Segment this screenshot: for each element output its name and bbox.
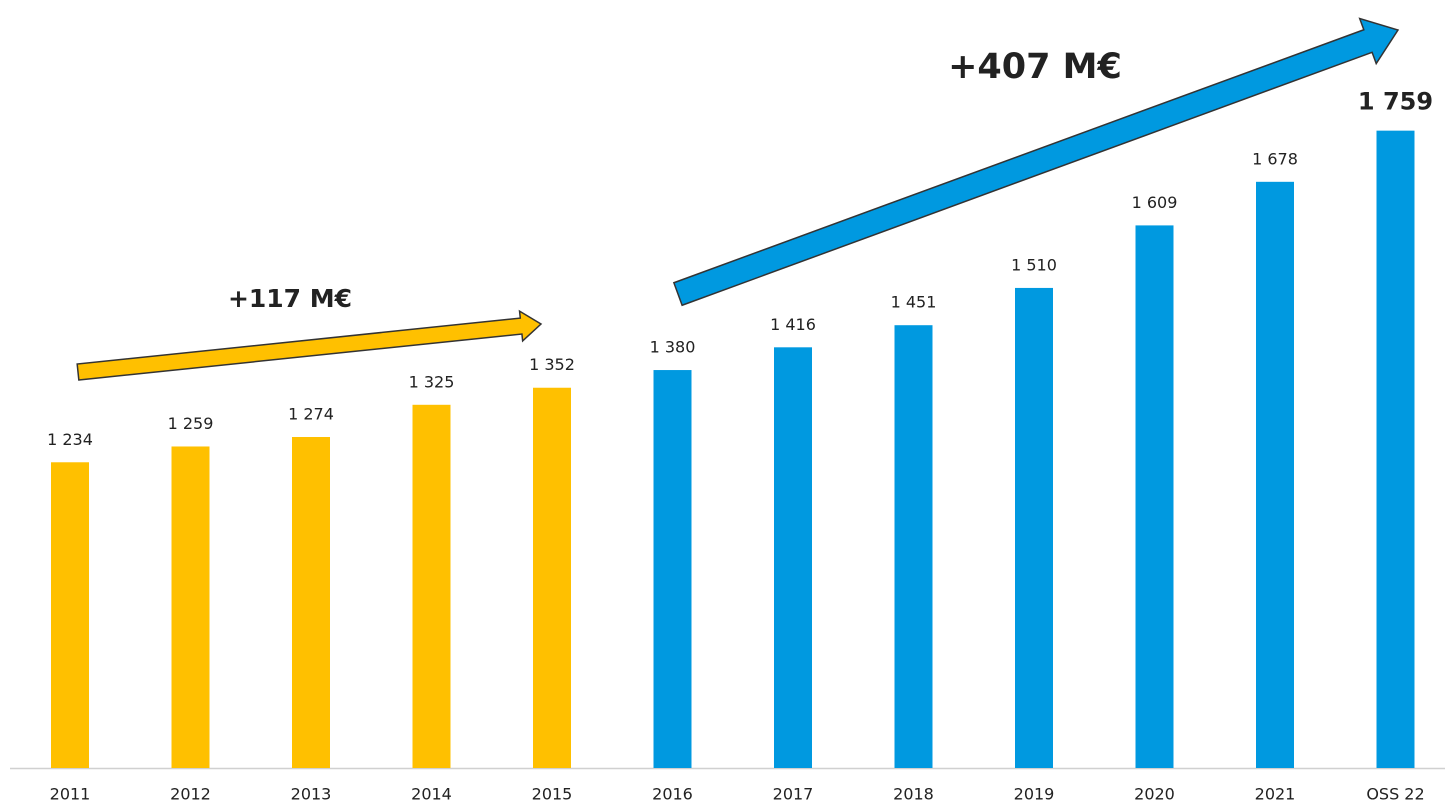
- bar: [1135, 225, 1174, 769]
- value-label: 1 234: [47, 430, 93, 449]
- value-label: 1 678: [1252, 149, 1298, 168]
- bar: [774, 347, 812, 768]
- bar: [533, 387, 571, 768]
- arrow: [672, 17, 1400, 307]
- x-tick-label: 2016: [652, 785, 693, 804]
- x-tick-label: 2021: [1255, 785, 1296, 804]
- x-tick-label: OSS 22: [1366, 785, 1424, 804]
- bar: [1256, 181, 1294, 768]
- value-label: 1 380: [650, 338, 696, 357]
- value-label: 1 510: [1011, 255, 1057, 274]
- x-tick-label: 2018: [893, 785, 934, 804]
- value-label: 1 259: [168, 414, 214, 433]
- arrow: [76, 309, 543, 381]
- bar: [51, 462, 89, 768]
- annotation: +407 M€: [948, 47, 1122, 87]
- x-tick-label: 2012: [170, 785, 211, 804]
- x-tick-label: 2017: [773, 785, 814, 804]
- bar: [653, 370, 692, 768]
- value-label: 1 352: [529, 355, 575, 374]
- bar: [412, 404, 451, 768]
- annotation: +117 M€: [228, 284, 352, 313]
- x-tick-label: 2011: [50, 785, 91, 804]
- x-tick-label: 2013: [291, 785, 332, 804]
- x-tick-label: 2014: [411, 785, 452, 804]
- bar: [1376, 130, 1415, 769]
- bar: [171, 446, 210, 768]
- x-tick-label: 2015: [532, 785, 573, 804]
- value-label: 1 451: [891, 293, 937, 312]
- value-label: 1 609: [1132, 193, 1178, 212]
- x-tick-label: 2020: [1134, 785, 1175, 804]
- value-label: 1 274: [288, 405, 334, 424]
- value-label: 1 416: [770, 315, 816, 334]
- value-label: 1 759: [1358, 88, 1433, 116]
- bar: [894, 325, 933, 768]
- value-label: 1 325: [409, 372, 455, 391]
- bar: [1015, 287, 1053, 768]
- bar: [292, 437, 330, 768]
- x-tick-label: 2019: [1014, 785, 1055, 804]
